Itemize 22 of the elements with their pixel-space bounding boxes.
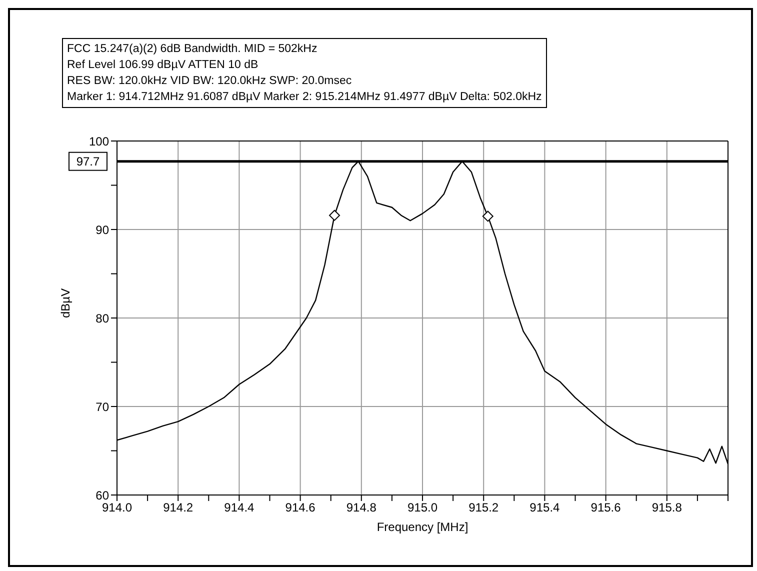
x-axis-title: Frequency [MHz]	[376, 520, 468, 534]
y-tick-label: 60	[96, 488, 110, 502]
x-tick-label: 914.4	[224, 500, 255, 515]
y-tick-label: 70	[96, 400, 110, 414]
y-tick-label: 90	[96, 222, 110, 237]
text: Marker 1: 914.712MHz 91.6087 dBµV Marker 2: 915.214MHz 91.4977 dBµV Delta: 502.0kHz	[67, 90, 542, 105]
x-tick-label: 914.6	[285, 500, 316, 515]
x-tick-label: 915.0	[407, 500, 438, 515]
y-tick-label: 100	[88, 134, 110, 148]
x-tick-label: 915.4	[530, 500, 560, 515]
ref-line-label: 97.7	[76, 154, 100, 168]
text: RES BW: 120.0kHz VID BW: 120.0kHz SWP: 20.0msec	[67, 74, 353, 89]
x-tick-label: 915.6	[590, 500, 622, 515]
chart-title: FCC 15.247(a)(2) 6dB Bandwidth. MID = 502kHz	[67, 42, 318, 57]
x-tick-label: 915.8	[652, 500, 682, 515]
y-tick-label: 80	[96, 311, 110, 326]
x-tick-label: 915.2	[468, 500, 499, 515]
text: Ref Level 106.99 dBµV ATTEN 10 dB	[67, 58, 260, 73]
x-tick-label: 914.0	[102, 500, 132, 515]
y-axis-title: dBµV	[58, 288, 72, 318]
x-tick-label: 914.2	[163, 500, 194, 515]
x-tick-label: 914.8	[346, 500, 377, 515]
